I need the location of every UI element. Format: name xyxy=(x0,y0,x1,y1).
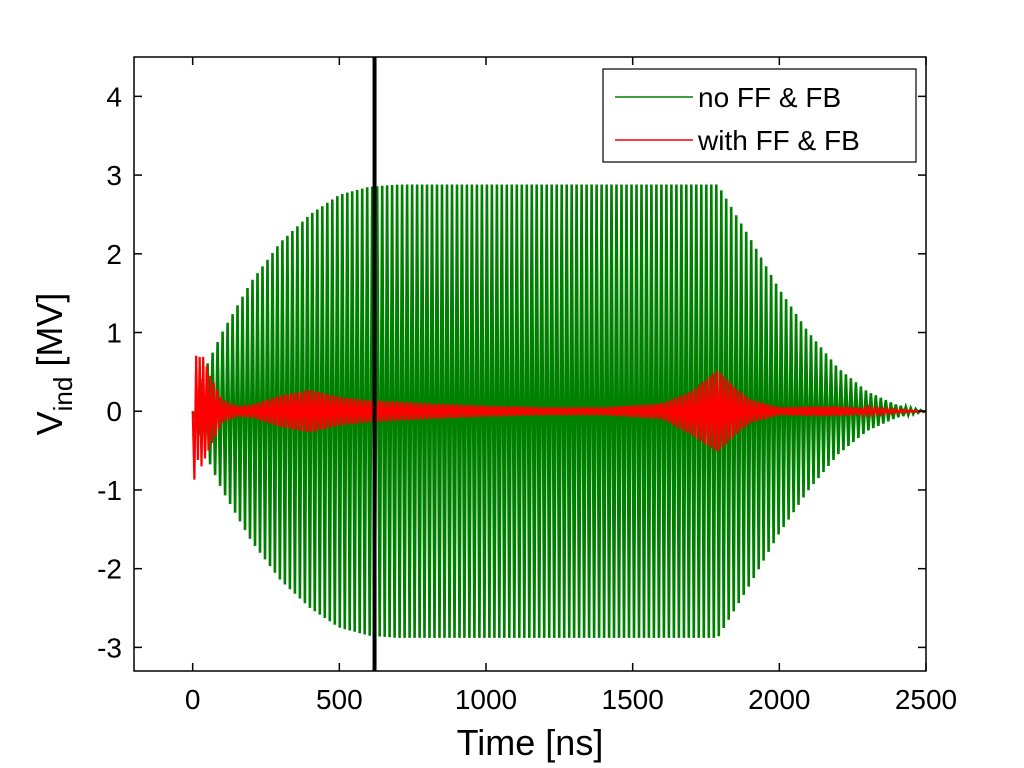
series-line-0 xyxy=(191,184,926,638)
y-tick-label: 0 xyxy=(106,396,122,427)
legend-label-no-ff-fb: no FF & FB xyxy=(698,82,841,113)
series-layer xyxy=(191,184,926,638)
x-tick-label: 0 xyxy=(185,684,201,715)
legend-label-with-ff-fb: with FF & FB xyxy=(697,125,860,156)
x-axis-label: Time [ns] xyxy=(457,722,604,763)
x-tick-label: 1000 xyxy=(455,684,517,715)
legend-box xyxy=(602,68,917,163)
y-tick-label: -2 xyxy=(97,554,122,585)
y-axis-label-main: V xyxy=(29,411,70,435)
plot-frame xyxy=(133,56,927,672)
ticks-layer: 0 500 1000 1500 2000 2500 -3 -2 -1 0 1 2 3 4 xyxy=(97,57,957,715)
y-tick-label: 1 xyxy=(106,318,122,349)
x-tick-label: 1500 xyxy=(602,684,664,715)
y-axis-label-subscript: ind xyxy=(48,377,78,412)
y-tick-label: 3 xyxy=(106,160,122,191)
y-tick-label: 2 xyxy=(106,239,122,270)
y-tick-label: -3 xyxy=(97,632,122,663)
legend: no FF & FB with FF & FB xyxy=(602,68,917,163)
x-tick-label: 2000 xyxy=(748,684,810,715)
x-tick-label: 2500 xyxy=(895,684,957,715)
y-axis-label: Vind [MV] xyxy=(29,293,78,436)
series-line-1 xyxy=(191,355,925,480)
y-axis-label-unit: [MV] xyxy=(29,293,70,377)
y-tick-label: 4 xyxy=(106,81,122,112)
x-tick-label: 500 xyxy=(316,684,363,715)
y-tick-label: -1 xyxy=(97,475,122,506)
